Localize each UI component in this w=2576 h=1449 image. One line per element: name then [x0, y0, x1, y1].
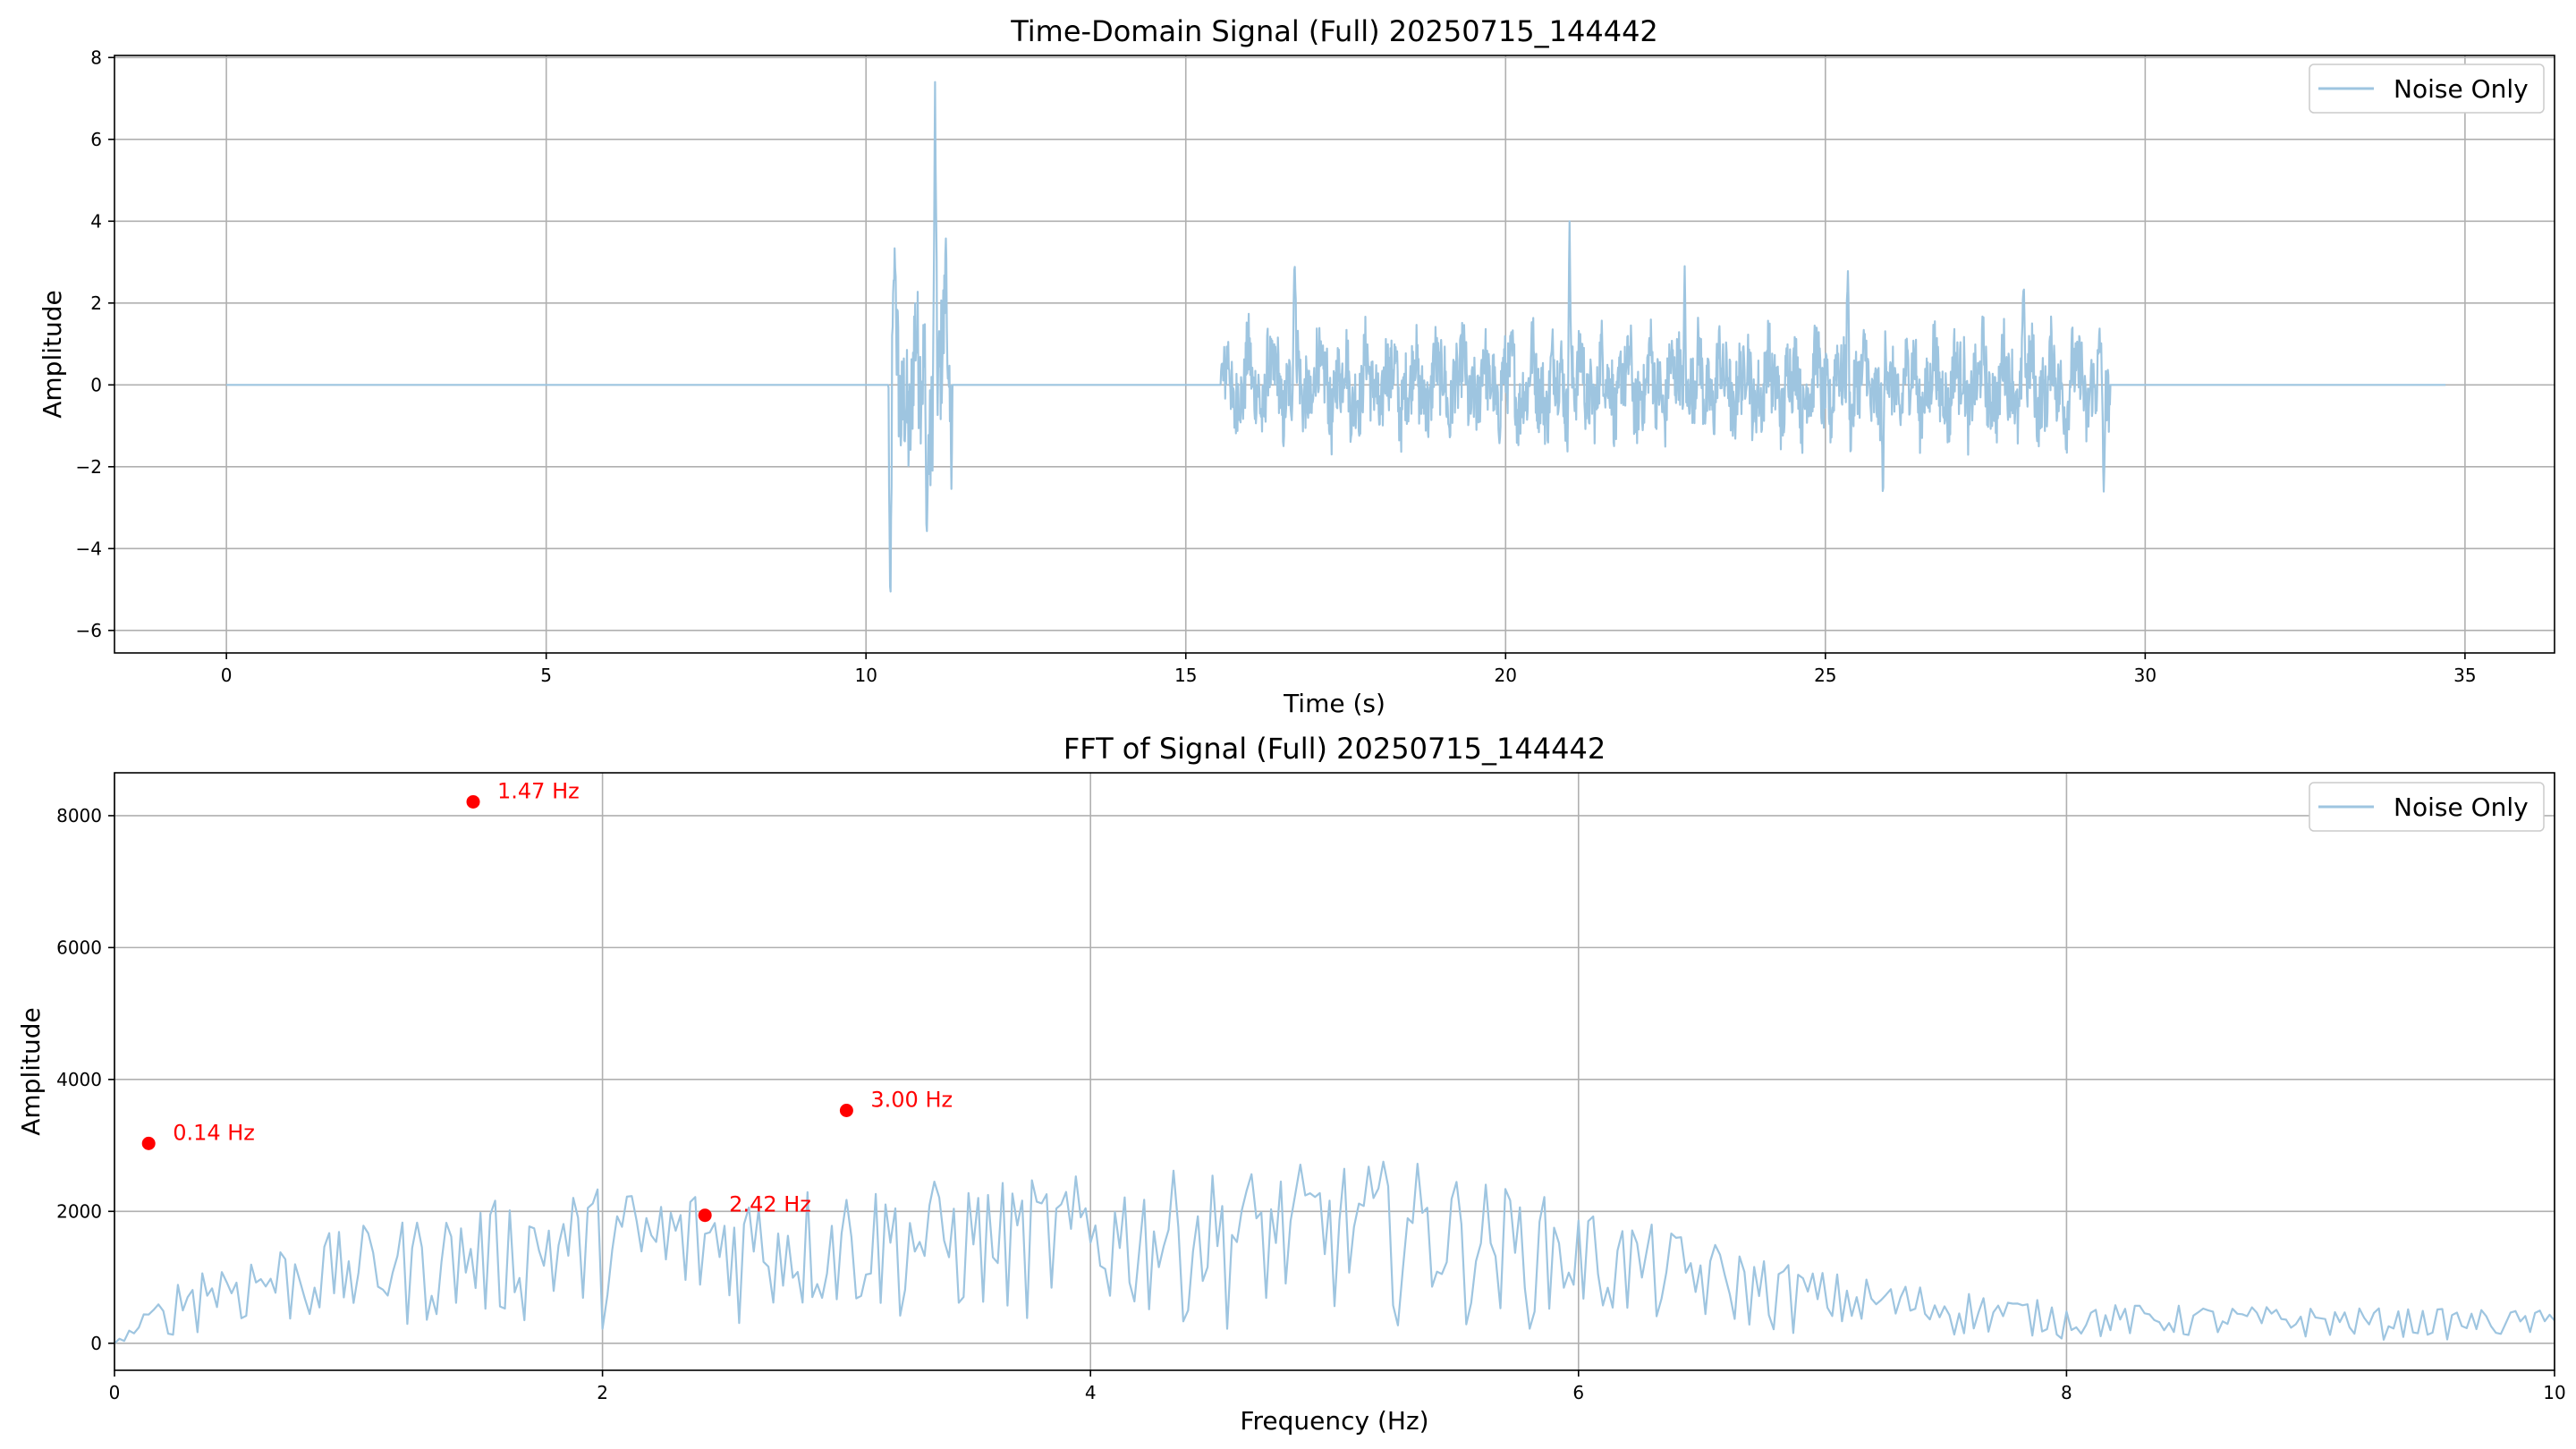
grid [114, 773, 2555, 1370]
peak-marker [698, 1208, 712, 1223]
y-tick-label: 0 [90, 1333, 102, 1354]
series-line-noise-only [114, 1160, 2555, 1344]
legend: Noise Only [2309, 64, 2545, 114]
y-tick-label: 8 [90, 47, 102, 68]
legend-label: Noise Only [2394, 792, 2529, 822]
peak-markers: 0.14 Hz 1.47 Hz 2.42 Hz 3.00 Hz [141, 778, 953, 1223]
x-tick-label: 35 [2453, 665, 2476, 686]
y-tick-label: −4 [76, 538, 102, 559]
peak-marker [839, 1104, 853, 1118]
y-axis-label: Amplitude [16, 1007, 46, 1136]
x-tick-label: 15 [1174, 665, 1197, 686]
grid [114, 55, 2555, 653]
y-axis-ticks: −6 −4 −2 0 2 4 6 8 [76, 47, 114, 641]
x-tick-label: 4 [1085, 1382, 1097, 1403]
peak-label: 3.00 Hz [870, 1088, 953, 1113]
plot-frame [114, 772, 2555, 1371]
y-tick-label: 6 [90, 129, 102, 150]
fft-chart: FFT of Signal (Full) 20250715_144442 0.1… [16, 732, 2566, 1436]
y-tick-label: −2 [76, 456, 102, 478]
y-axis-ticks: 0 2000 4000 6000 8000 [56, 805, 114, 1354]
y-axis-label: Amplitude [38, 290, 67, 419]
y-tick-label: 2 [90, 292, 102, 314]
legend-label: Noise Only [2394, 74, 2529, 104]
y-tick-label: 4 [90, 210, 102, 232]
series-area [225, 80, 2446, 593]
x-tick-label: 5 [540, 665, 552, 686]
series-line-noise-only [225, 80, 2446, 593]
peak-marker [141, 1136, 156, 1150]
series-area [114, 1160, 2555, 1344]
x-axis-label: Time (s) [1283, 689, 1385, 718]
time-domain-chart: Time-Domain Signal (Full) 20250715_14444… [38, 14, 2555, 718]
x-tick-label: 8 [2061, 1382, 2072, 1403]
y-tick-label: 8000 [56, 805, 102, 826]
y-tick-label: −6 [76, 620, 102, 641]
x-tick-label: 10 [854, 665, 877, 686]
y-tick-label: 6000 [56, 936, 102, 958]
peak-marker [466, 794, 480, 809]
y-tick-label: 2000 [56, 1200, 102, 1222]
chart-title: FFT of Signal (Full) 20250715_144442 [1063, 732, 1606, 766]
peak-label: 1.47 Hz [497, 778, 580, 803]
chart-title: Time-Domain Signal (Full) 20250715_14444… [1010, 14, 1658, 48]
x-tick-label: 0 [109, 1382, 121, 1403]
legend-box [2309, 782, 2545, 832]
plot-frame [114, 55, 2555, 654]
x-tick-label: 10 [2543, 1382, 2565, 1403]
x-axis-ticks: 0 2 4 6 8 10 [109, 1370, 2566, 1403]
x-axis-ticks: 0 5 10 15 20 25 30 35 [221, 653, 2477, 686]
peak-label: 0.14 Hz [173, 1120, 255, 1145]
legend: Noise Only [2309, 782, 2545, 832]
y-tick-label: 0 [90, 374, 102, 395]
x-tick-label: 30 [2134, 665, 2157, 686]
x-tick-label: 20 [1495, 665, 1517, 686]
legend-box [2309, 64, 2545, 114]
peak-label: 2.42 Hz [729, 1192, 811, 1217]
x-tick-label: 2 [597, 1382, 608, 1403]
y-tick-label: 4000 [56, 1069, 102, 1090]
x-tick-label: 6 [1572, 1382, 1584, 1403]
x-tick-label: 0 [221, 665, 233, 686]
x-axis-label: Frequency (Hz) [1240, 1406, 1428, 1436]
x-tick-label: 25 [1814, 665, 1836, 686]
